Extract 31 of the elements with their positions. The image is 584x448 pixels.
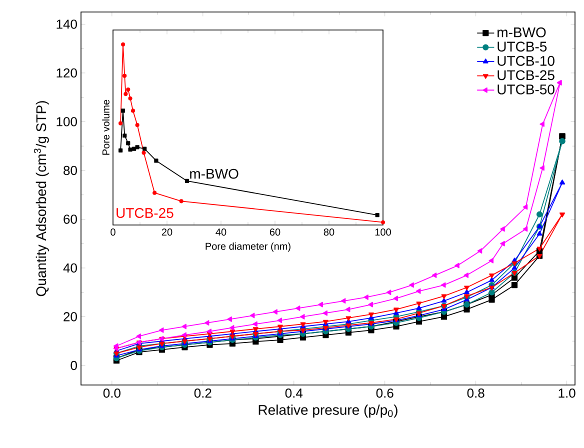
- y-tick-label: 60: [64, 214, 77, 224]
- legend-label: UTCB-25: [498, 70, 554, 80]
- y-tick-label: 0: [70, 360, 77, 370]
- series-label: UTCB-25: [116, 208, 174, 218]
- legend-label: m-BWO: [498, 27, 546, 38]
- y-tick-label: 120: [56, 68, 77, 78]
- x-axis-title: Relative presure (p/p$_{0}$): [258, 404, 398, 418]
- x-tick-label: 100: [375, 228, 391, 236]
- x-tick-label: 40: [216, 228, 226, 236]
- x-tick-label: 20: [162, 228, 172, 236]
- x-tick-label: 0.4: [285, 388, 303, 398]
- x-tick-label: 0.2: [194, 388, 212, 398]
- x-axis-title: Pore diameter (nm): [206, 242, 290, 252]
- series-label: m-BWO: [190, 168, 238, 179]
- y-tick-label: 20: [64, 312, 77, 322]
- y-axis-title: Quantity Adsorbed (cm$^{3}$/g STP): [34, 101, 49, 296]
- x-tick-label: 80: [324, 228, 334, 236]
- legend-label: UTCB-5: [498, 42, 547, 52]
- legend-label: UTCB-50: [498, 84, 554, 94]
- y-tick-label: 100: [56, 117, 77, 126]
- x-tick-label: 0.0: [103, 388, 120, 398]
- x-tick-label: 0.8: [467, 388, 484, 398]
- x-tick-label: 60: [270, 228, 280, 236]
- y-tick-label: 140: [56, 20, 77, 29]
- x-tick-label: 1.0: [558, 388, 576, 398]
- y-tick-label: 40: [63, 263, 77, 273]
- y-axis-title: Pore volume: [102, 100, 110, 155]
- y-tick-label: 80: [64, 166, 77, 176]
- x-tick-label: 0: [110, 228, 116, 236]
- legend-label: UTCB-10: [498, 56, 554, 66]
- x-tick-label: 0.6: [376, 388, 394, 398]
